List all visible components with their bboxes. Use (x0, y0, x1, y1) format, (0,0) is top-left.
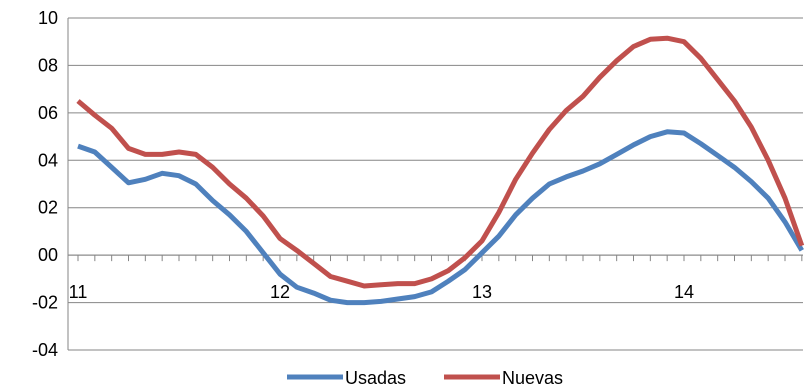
x-tick-label: 13 (472, 282, 492, 302)
y-tick-label: 04 (38, 150, 58, 170)
y-tick-label: -02 (32, 293, 58, 313)
y-tick-label: -04 (32, 340, 58, 360)
axes (67, 18, 803, 350)
legend: Usadas Nuevas (287, 368, 563, 388)
y-tick-label: 08 (38, 55, 58, 75)
x-tick-label: 11 (69, 282, 88, 302)
legend-label-nuevas: Nuevas (502, 368, 563, 388)
y-tick-label: 00 (38, 245, 58, 265)
series-line-nuevas (76, 35, 805, 289)
y-tick-label: 02 (38, 198, 58, 218)
x-tick-label: 14 (674, 282, 694, 302)
x-tick-label: 12 (270, 282, 290, 302)
legend-label-usadas: Usadas (345, 368, 406, 388)
y-tick-label: 10 (38, 8, 58, 28)
tick-labels: -04 -02 00 02 04 06 08 10 11 12 13 14 (32, 8, 694, 360)
y-tick-label: 06 (38, 103, 58, 123)
series-line-usadas (77, 129, 804, 306)
series-lines (76, 35, 805, 306)
